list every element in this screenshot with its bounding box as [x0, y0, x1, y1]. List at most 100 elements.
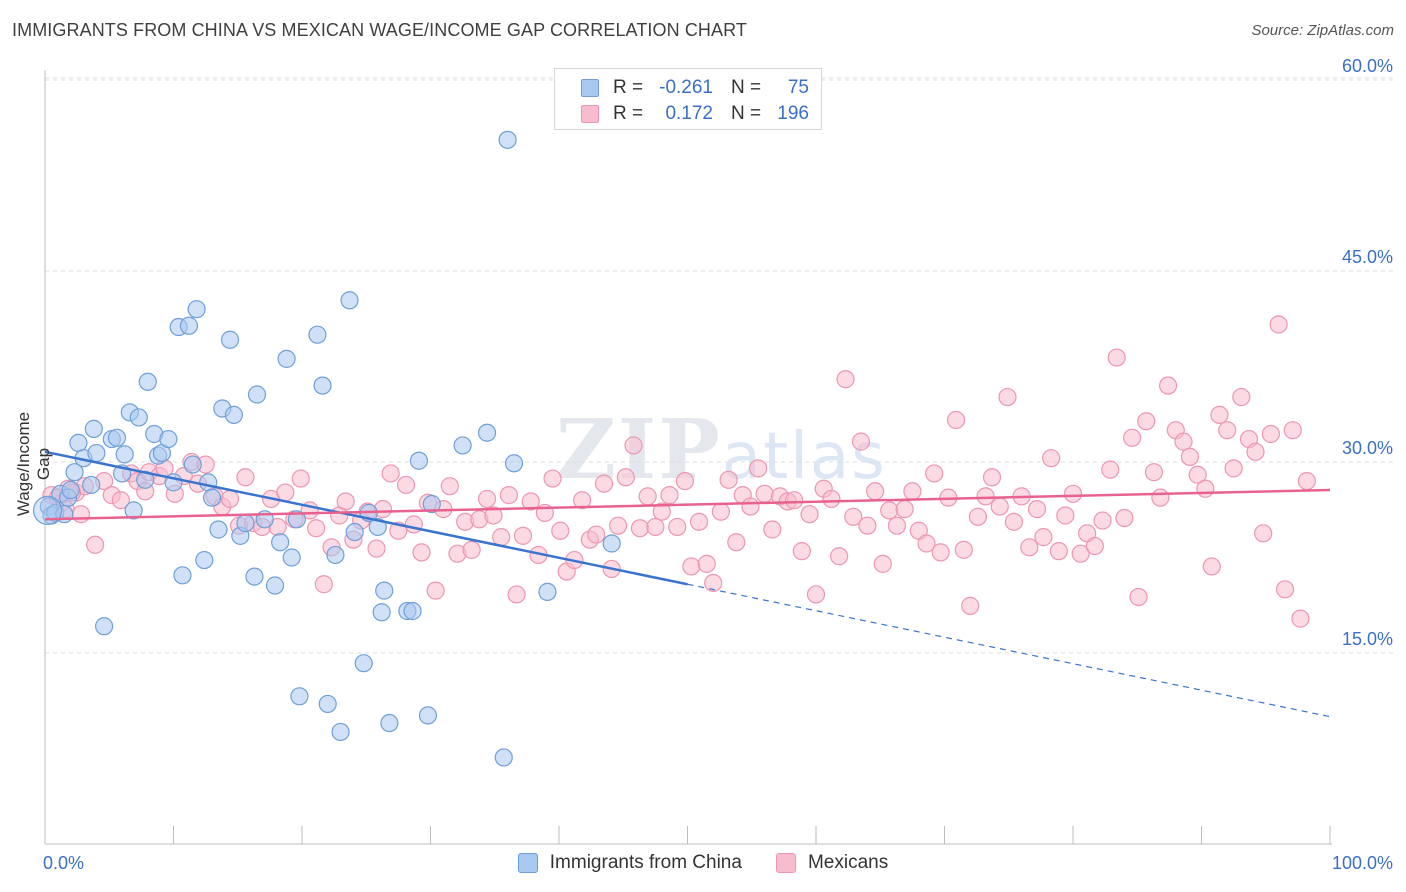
china-point: [220, 330, 240, 349]
n-label: N =: [731, 103, 762, 124]
mexicans-point: [1224, 459, 1243, 478]
mexicans-point: [616, 468, 635, 487]
mexicans-point: [675, 472, 695, 491]
source-label: Source: ZipAtlas.com: [1251, 22, 1394, 39]
mexicans-point: [887, 516, 907, 535]
china-point: [318, 694, 337, 714]
china-point: [422, 494, 441, 514]
r-value: -0.261: [659, 77, 713, 98]
china-point: [138, 372, 157, 391]
stats-legend-row-china: R = -0.261 N = 75: [581, 76, 809, 100]
mexicans-point: [1144, 463, 1164, 482]
china-legend-swatch-icon: [517, 853, 538, 873]
mexicans-point: [1232, 387, 1251, 407]
china-point-large: [32, 495, 63, 525]
mexicans-point: [1107, 348, 1126, 367]
mexicans-point: [1275, 580, 1295, 599]
mexicans-point: [1049, 542, 1068, 561]
mexicans-point: [998, 387, 1017, 407]
mexicans-point: [1004, 512, 1023, 531]
china-point: [375, 581, 394, 600]
mexicans-point: [646, 517, 665, 537]
stats-legend: R = -0.261 N = 75 R = 0.172 N = 196: [554, 68, 822, 130]
mexicans-point: [573, 491, 592, 510]
china-point: [124, 501, 143, 520]
china-point: [345, 522, 364, 542]
y-tick-label: 45.0%: [1342, 247, 1393, 267]
mexicans-point: [111, 491, 130, 510]
mexicans-point: [521, 492, 540, 511]
mexicans-point: [499, 486, 518, 505]
mexicans-point: [1129, 587, 1148, 607]
mexicans-point: [1093, 511, 1112, 530]
mexicans-point: [1291, 609, 1310, 628]
china-point: [61, 480, 80, 500]
mexicans-point: [86, 535, 105, 554]
china-point: [409, 451, 429, 470]
y-tick-label: 30.0%: [1342, 438, 1393, 458]
r-label: R =: [613, 77, 644, 98]
mexicans-point: [1202, 557, 1221, 576]
china-point: [82, 475, 101, 495]
mexicans-point: [689, 512, 709, 531]
mexicans-point: [638, 487, 657, 506]
mexicans-point: [946, 410, 966, 430]
mexicans-point: [866, 482, 885, 501]
china-point: [326, 545, 345, 565]
china-point: [340, 291, 359, 310]
mexicans-point: [630, 519, 650, 538]
mexicans-point: [1297, 472, 1316, 491]
mexicans-point: [830, 547, 849, 566]
mexicans-point: [1137, 412, 1156, 431]
china-trendline-extrapolated: [687, 583, 1331, 718]
china-point: [313, 376, 332, 395]
mexicans-point: [236, 468, 255, 487]
china-point: [173, 566, 192, 585]
mexicans-point: [917, 534, 936, 553]
mexicans-point: [381, 464, 400, 483]
china-trendline: [44, 450, 688, 586]
mexicans-point: [1151, 488, 1170, 507]
mexicans-point: [1246, 442, 1265, 461]
china-point: [187, 300, 206, 319]
mexicans-point: [367, 539, 386, 558]
mexicans-point: [336, 492, 355, 511]
mexicans-point: [1020, 538, 1039, 557]
china-point: [95, 617, 114, 636]
mexicans-point: [785, 491, 804, 510]
china-point: [271, 533, 290, 552]
mexicans-point: [492, 528, 511, 547]
mexicans-point: [220, 489, 240, 509]
mexicans-point: [1101, 460, 1120, 479]
china-point: [290, 687, 309, 706]
china-point: [209, 520, 228, 539]
mexicans-point: [462, 540, 481, 559]
mexicans-point: [925, 464, 944, 483]
mexicans-point: [71, 505, 91, 524]
legend-item-mexicans[interactable]: Mexicans: [775, 852, 889, 874]
series-legend: Immigrants from China Mexicans: [0, 852, 1406, 874]
china-point: [245, 567, 264, 586]
mexicans-point: [741, 497, 760, 516]
mexicans-point: [307, 519, 326, 538]
mexicans-point: [1063, 484, 1083, 503]
mexicans-point: [1034, 528, 1053, 547]
r-label: R =: [613, 103, 644, 124]
mexicans-legend-swatch-icon: [775, 853, 796, 873]
mexicans-point: [396, 475, 416, 495]
mexicans-point: [513, 526, 533, 545]
mexicans-point: [624, 436, 643, 455]
mexicans-point: [903, 482, 922, 501]
mexicans-point: [668, 517, 687, 537]
mexicans-point: [609, 516, 628, 535]
china-point: [354, 654, 373, 673]
legend-label-mexicans: Mexicans: [807, 852, 889, 873]
china-point: [331, 722, 350, 742]
mexicans-point: [1174, 432, 1193, 451]
china-point: [602, 534, 621, 553]
legend-item-china[interactable]: Immigrants from China: [517, 852, 742, 874]
mexicans-point: [1283, 421, 1302, 440]
mexicans-point: [961, 596, 980, 615]
stats-legend-row-mexicans: R = 0.172 N = 196: [581, 102, 809, 126]
china-point: [368, 517, 387, 537]
